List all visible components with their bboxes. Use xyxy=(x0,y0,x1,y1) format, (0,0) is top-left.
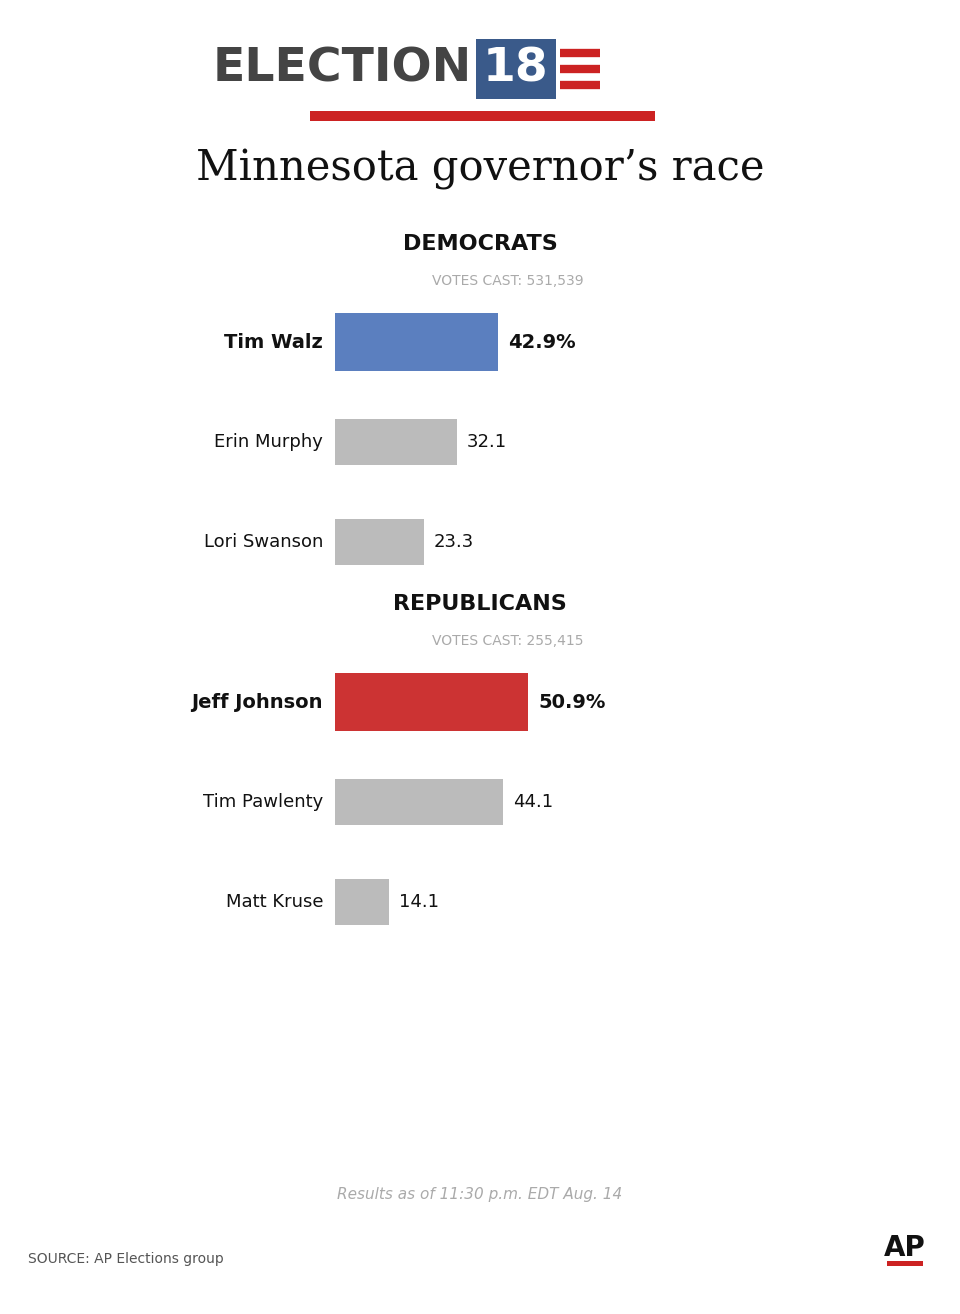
Bar xyxy=(887,1261,923,1265)
Text: 44.1: 44.1 xyxy=(513,794,553,811)
Bar xyxy=(310,110,655,121)
Bar xyxy=(335,879,389,925)
Bar xyxy=(335,419,457,465)
Text: 23.3: 23.3 xyxy=(434,533,474,551)
Text: Erin Murphy: Erin Murphy xyxy=(214,434,323,451)
Text: SOURCE: AP Elections group: SOURCE: AP Elections group xyxy=(28,1252,224,1265)
Text: VOTES CAST: 531,539: VOTES CAST: 531,539 xyxy=(432,275,584,288)
Text: Tim Pawlenty: Tim Pawlenty xyxy=(203,794,323,811)
Text: 50.9%: 50.9% xyxy=(539,692,606,711)
Text: ELECTION: ELECTION xyxy=(213,46,472,92)
Bar xyxy=(335,313,498,371)
Text: 14.1: 14.1 xyxy=(398,894,439,911)
Bar xyxy=(476,39,556,99)
Text: Lori Swanson: Lori Swanson xyxy=(204,533,323,551)
Text: AP: AP xyxy=(884,1234,925,1261)
Text: 18: 18 xyxy=(483,46,549,92)
Text: 42.9%: 42.9% xyxy=(508,332,576,352)
Bar xyxy=(335,779,503,825)
Text: Jeff Johnson: Jeff Johnson xyxy=(191,692,323,711)
Text: Tim Walz: Tim Walz xyxy=(225,332,323,352)
Bar xyxy=(335,519,423,565)
Text: REPUBLICANS: REPUBLICANS xyxy=(394,594,566,614)
Text: Minnesota governor’s race: Minnesota governor’s race xyxy=(196,148,764,191)
Text: Matt Kruse: Matt Kruse xyxy=(226,894,323,911)
Bar xyxy=(335,673,528,731)
Text: VOTES CAST: 255,415: VOTES CAST: 255,415 xyxy=(432,633,584,648)
Text: 32.1: 32.1 xyxy=(467,434,507,451)
Text: Results as of 11:30 p.m. EDT Aug. 14: Results as of 11:30 p.m. EDT Aug. 14 xyxy=(337,1187,623,1201)
Text: DEMOCRATS: DEMOCRATS xyxy=(402,234,558,254)
